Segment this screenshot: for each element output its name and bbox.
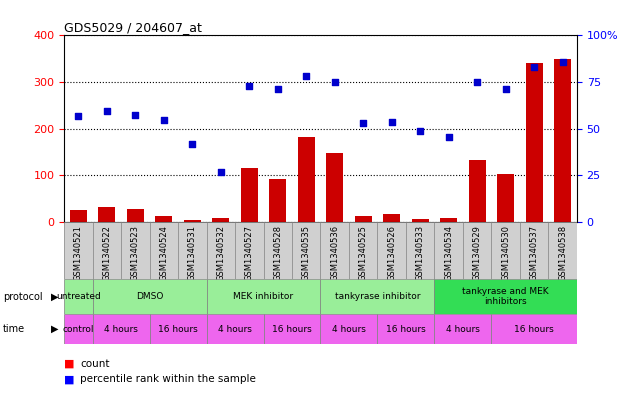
Bar bbox=[149, 314, 206, 344]
Point bbox=[558, 59, 568, 65]
Point bbox=[501, 86, 511, 92]
Bar bbox=[320, 314, 378, 344]
Bar bbox=[440, 218, 457, 222]
Text: GSM1340537: GSM1340537 bbox=[529, 225, 538, 281]
Bar bbox=[383, 214, 400, 222]
Text: 4 hours: 4 hours bbox=[446, 325, 480, 334]
Bar bbox=[269, 179, 287, 222]
Text: 16 hours: 16 hours bbox=[158, 325, 198, 334]
Text: GSM1340527: GSM1340527 bbox=[245, 225, 254, 281]
Bar bbox=[98, 207, 115, 222]
Bar bbox=[297, 137, 315, 222]
Text: GSM1340528: GSM1340528 bbox=[273, 225, 282, 281]
Bar bbox=[127, 209, 144, 222]
Point bbox=[159, 117, 169, 123]
Text: GSM1340531: GSM1340531 bbox=[188, 225, 197, 281]
Text: GSM1340524: GSM1340524 bbox=[160, 225, 169, 281]
Bar bbox=[92, 314, 149, 344]
Bar bbox=[263, 314, 320, 344]
Point bbox=[415, 127, 426, 134]
Point bbox=[472, 79, 482, 85]
Bar bbox=[64, 314, 92, 344]
Text: GSM1340538: GSM1340538 bbox=[558, 225, 567, 281]
Bar bbox=[320, 279, 435, 314]
Point bbox=[130, 112, 140, 118]
Bar bbox=[469, 160, 486, 222]
Bar bbox=[184, 220, 201, 222]
Point bbox=[301, 73, 312, 79]
Bar bbox=[435, 279, 577, 314]
Text: GSM1340534: GSM1340534 bbox=[444, 225, 453, 281]
Text: tankyrase and MEK
inhibitors: tankyrase and MEK inhibitors bbox=[462, 287, 549, 307]
Text: 16 hours: 16 hours bbox=[514, 325, 554, 334]
Bar bbox=[212, 218, 229, 222]
Bar bbox=[526, 63, 543, 222]
Text: GDS5029 / 204607_at: GDS5029 / 204607_at bbox=[64, 21, 202, 34]
Text: GSM1340532: GSM1340532 bbox=[216, 225, 225, 281]
Point bbox=[529, 64, 539, 70]
Text: ■: ■ bbox=[64, 358, 74, 369]
Point bbox=[102, 108, 112, 114]
Bar bbox=[435, 314, 492, 344]
Bar bbox=[492, 314, 577, 344]
Text: protocol: protocol bbox=[3, 292, 43, 302]
Bar bbox=[92, 279, 206, 314]
Bar bbox=[412, 219, 429, 222]
Bar bbox=[378, 314, 435, 344]
Bar bbox=[64, 279, 92, 314]
Text: DMSO: DMSO bbox=[136, 292, 163, 301]
Point bbox=[244, 83, 254, 89]
Text: percentile rank within the sample: percentile rank within the sample bbox=[80, 374, 256, 384]
Text: 16 hours: 16 hours bbox=[272, 325, 312, 334]
Point bbox=[444, 134, 454, 140]
Text: 4 hours: 4 hours bbox=[104, 325, 138, 334]
Text: GSM1340536: GSM1340536 bbox=[330, 225, 339, 281]
Text: ▶: ▶ bbox=[51, 292, 58, 302]
Bar bbox=[326, 153, 344, 222]
Bar bbox=[554, 59, 571, 222]
Text: GSM1340530: GSM1340530 bbox=[501, 225, 510, 281]
Point bbox=[73, 112, 83, 119]
Bar bbox=[206, 279, 320, 314]
Text: untreated: untreated bbox=[56, 292, 101, 301]
Text: ▶: ▶ bbox=[51, 324, 58, 334]
Text: GSM1340535: GSM1340535 bbox=[302, 225, 311, 281]
Point bbox=[329, 79, 340, 85]
Text: time: time bbox=[3, 324, 26, 334]
Point bbox=[358, 119, 369, 126]
Bar bbox=[70, 210, 87, 222]
Text: 4 hours: 4 hours bbox=[218, 325, 252, 334]
Point bbox=[215, 169, 226, 175]
Bar bbox=[206, 314, 263, 344]
Text: GSM1340533: GSM1340533 bbox=[416, 225, 425, 281]
Point bbox=[387, 119, 397, 125]
Text: MEK inhibitor: MEK inhibitor bbox=[233, 292, 294, 301]
Text: count: count bbox=[80, 358, 110, 369]
Text: 4 hours: 4 hours bbox=[332, 325, 366, 334]
Text: tankyrase inhibitor: tankyrase inhibitor bbox=[335, 292, 420, 301]
Text: GSM1340525: GSM1340525 bbox=[359, 225, 368, 281]
Text: GSM1340526: GSM1340526 bbox=[387, 225, 396, 281]
Bar bbox=[354, 217, 372, 222]
Bar bbox=[497, 174, 514, 222]
Text: ■: ■ bbox=[64, 374, 74, 384]
Text: 16 hours: 16 hours bbox=[386, 325, 426, 334]
Text: GSM1340523: GSM1340523 bbox=[131, 225, 140, 281]
Point bbox=[187, 140, 197, 147]
Point bbox=[272, 86, 283, 92]
Bar bbox=[241, 168, 258, 222]
Bar bbox=[155, 215, 172, 222]
Text: GSM1340521: GSM1340521 bbox=[74, 225, 83, 281]
Text: control: control bbox=[63, 325, 94, 334]
Text: GSM1340529: GSM1340529 bbox=[472, 225, 481, 281]
Text: GSM1340522: GSM1340522 bbox=[103, 225, 112, 281]
